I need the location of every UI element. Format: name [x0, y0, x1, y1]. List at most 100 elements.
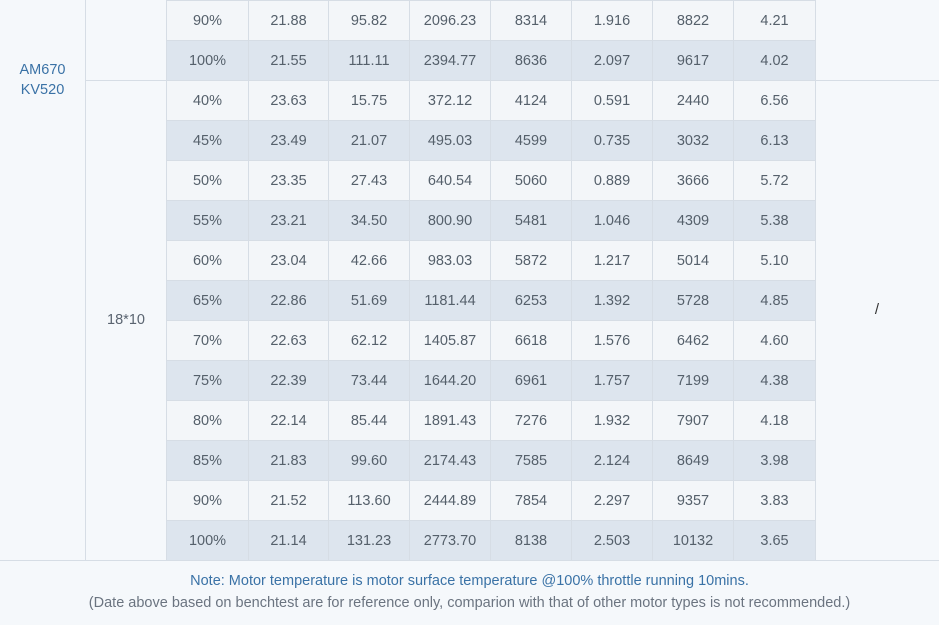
- cell-current: 131.23: [328, 520, 410, 561]
- cell-rpm: 4124: [490, 80, 572, 121]
- cell-current: 95.82: [328, 0, 410, 41]
- cell-efficiency: 5.38: [733, 200, 816, 241]
- cell-thrust: 0.735: [571, 120, 653, 161]
- cell-power: 640.54: [409, 160, 491, 201]
- cell-efficiency: 6.13: [733, 120, 816, 161]
- cell-rpm: 5060: [490, 160, 572, 201]
- prop-size-label: 18*10: [107, 312, 145, 328]
- cell-efficiency: 4.18: [733, 400, 816, 441]
- cell-throttle: 55%: [166, 200, 249, 241]
- cell-current: 62.12: [328, 320, 410, 361]
- cell-power: 2174.43: [409, 440, 491, 481]
- cell-efficiency: 4.85: [733, 280, 816, 321]
- cell-current: 51.69: [328, 280, 410, 321]
- cell-current: 85.44: [328, 400, 410, 441]
- cell-power: 495.03: [409, 120, 491, 161]
- cell-torque: 7199: [652, 360, 734, 401]
- prop-cell: [86, 80, 166, 561]
- cell-torque: 4309: [652, 200, 734, 241]
- cell-voltage: 23.49: [248, 120, 329, 161]
- cell-efficiency: 4.02: [733, 40, 816, 81]
- cell-rpm: 7585: [490, 440, 572, 481]
- cell-torque: 2440: [652, 80, 734, 121]
- cell-power: 2096.23: [409, 0, 491, 41]
- table-row-previous: 100% 21.55 111.11 2394.77 8636 2.097 9617 4.02: [166, 40, 816, 81]
- cell-thrust: 2.124: [571, 440, 653, 481]
- cell-thrust: 1.576: [571, 320, 653, 361]
- cell-thrust: 0.591: [571, 80, 653, 121]
- cell-throttle: 40%: [166, 80, 249, 121]
- cell-rpm: 4599: [490, 120, 572, 161]
- cell-torque: 8822: [652, 0, 734, 41]
- cell-voltage: 22.39: [248, 360, 329, 401]
- cell-voltage: 23.63: [248, 80, 329, 121]
- cell-current: 42.66: [328, 240, 410, 281]
- table-row: 40% 23.63 15.75 372.12 4124 0.591 2440 6.56: [166, 80, 816, 121]
- cell-efficiency: 4.60: [733, 320, 816, 361]
- table-row-previous: 90% 21.88 95.82 2096.23 8314 1.916 8822 4.21: [166, 0, 816, 41]
- cell-thrust: 1.046: [571, 200, 653, 241]
- cell-rpm: 8636: [490, 40, 572, 81]
- cell-throttle: 45%: [166, 120, 249, 161]
- cell-efficiency: 5.10: [733, 240, 816, 281]
- cell-thrust: 1.757: [571, 360, 653, 401]
- cell-power: 2444.89: [409, 480, 491, 521]
- motor-model-label: AM670 KV520: [0, 60, 85, 100]
- cell-rpm: 5872: [490, 240, 572, 281]
- cell-voltage: 22.14: [248, 400, 329, 441]
- cell-throttle: 75%: [166, 360, 249, 401]
- cell-efficiency: 3.83: [733, 480, 816, 521]
- cell-throttle: 70%: [166, 320, 249, 361]
- table-row: 90% 21.52 113.60 2444.89 7854 2.297 9357 3.83: [166, 480, 816, 521]
- cell-thrust: 2.297: [571, 480, 653, 521]
- cell-throttle: 60%: [166, 240, 249, 281]
- cell-rpm: 7276: [490, 400, 572, 441]
- cell-power: 1891.43: [409, 400, 491, 441]
- temperature-value: /: [874, 301, 880, 318]
- cell-rpm: 5481: [490, 200, 572, 241]
- prop-cell-previous: [86, 0, 166, 80]
- table-row: 60% 23.04 42.66 983.03 5872 1.217 5014 5.10: [166, 240, 816, 281]
- cell-throttle: 50%: [166, 160, 249, 201]
- table-row: 65% 22.86 51.69 1181.44 6253 1.392 5728 4.85: [166, 280, 816, 321]
- cell-current: 21.07: [328, 120, 410, 161]
- cell-power: 2394.77: [409, 40, 491, 81]
- cell-thrust: 1.392: [571, 280, 653, 321]
- cell-voltage: 23.04: [248, 240, 329, 281]
- cell-thrust: 2.097: [571, 40, 653, 81]
- cell-rpm: 8314: [490, 0, 572, 41]
- temperature-cell-previous: [815, 0, 939, 81]
- benchtest-disclaimer: (Date above based on benchtest are for r…: [88, 595, 851, 611]
- cell-torque: 9617: [652, 40, 734, 81]
- cell-power: 1181.44: [409, 280, 491, 321]
- cell-throttle: 65%: [166, 280, 249, 321]
- cell-voltage: 21.83: [248, 440, 329, 481]
- cell-current: 113.60: [328, 480, 410, 521]
- cell-voltage: 21.88: [248, 0, 329, 41]
- cell-throttle: 80%: [166, 400, 249, 441]
- cell-voltage: 22.63: [248, 320, 329, 361]
- cell-throttle: 90%: [166, 0, 249, 41]
- cell-thrust: 1.932: [571, 400, 653, 441]
- cell-voltage: 21.52: [248, 480, 329, 521]
- table-bottom-divider: [0, 560, 939, 561]
- performance-table: 90% 21.88 95.82 2096.23 8314 1.916 8822 4.21 100…: [166, 0, 816, 561]
- cell-current: 99.60: [328, 440, 410, 481]
- cell-throttle: 90%: [166, 480, 249, 521]
- table-row: 75% 22.39 73.44 1644.20 6961 1.757 7199 4.38: [166, 360, 816, 401]
- cell-voltage: 21.55: [248, 40, 329, 81]
- cell-torque: 10132: [652, 520, 734, 561]
- cell-efficiency: 3.65: [733, 520, 816, 561]
- table-row: 50% 23.35 27.43 640.54 5060 0.889 3666 5.72: [166, 160, 816, 201]
- cell-torque: 7907: [652, 400, 734, 441]
- table-row: 100% 21.14 131.23 2773.70 8138 2.503 10132 3.65: [166, 520, 816, 561]
- cell-efficiency: 4.38: [733, 360, 816, 401]
- cell-thrust: 1.916: [571, 0, 653, 41]
- cell-torque: 3032: [652, 120, 734, 161]
- cell-efficiency: 3.98: [733, 440, 816, 481]
- cell-efficiency: 4.21: [733, 0, 816, 41]
- cell-torque: 3666: [652, 160, 734, 201]
- cell-power: 2773.70: [409, 520, 491, 561]
- cell-torque: 8649: [652, 440, 734, 481]
- cell-power: 1644.20: [409, 360, 491, 401]
